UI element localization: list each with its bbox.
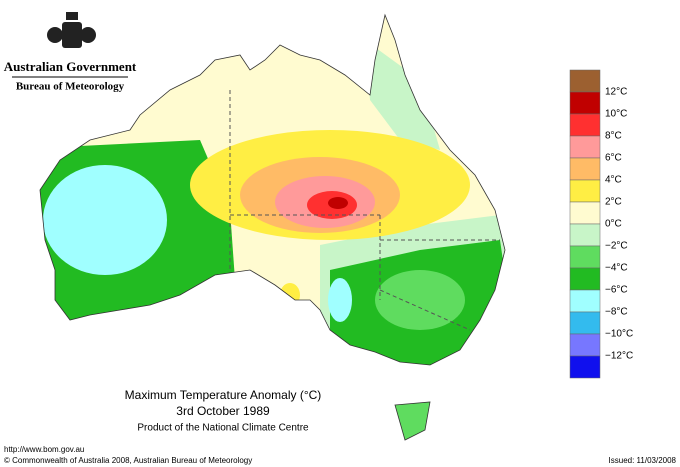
anomaly-map (40, 15, 505, 365)
legend-label: 10°C (605, 109, 627, 120)
legend-swatch (569, 91, 601, 115)
legend-label: −12°C (605, 351, 633, 362)
legend-label: 6°C (605, 153, 622, 164)
legend-swatch (569, 157, 601, 181)
crest (47, 12, 96, 48)
legend-swatch (569, 267, 601, 291)
legend-swatch (569, 201, 601, 225)
map-title: Maximum Temperature Anomaly (°C) (125, 388, 322, 402)
legend-label: −2°C (605, 241, 628, 252)
issued-date: Issued: 11/03/2008 (609, 456, 677, 465)
legend-label: −10°C (605, 329, 633, 340)
legend-label: −4°C (605, 263, 628, 274)
map-product: Product of the National Climate Centre (137, 423, 309, 434)
legend-label: −6°C (605, 285, 628, 296)
copyright: © Commonwealth of Australia 2008, Austra… (4, 456, 252, 465)
legend-swatch (569, 179, 601, 203)
legend: 12°C 10°C 8°C 6°C 4°C 2°C 0°C −2°C −4°C −6°C −8°C −… (569, 69, 633, 379)
legend-swatch (569, 113, 601, 137)
legend-label: −8°C (605, 307, 628, 318)
legend-swatch (569, 69, 601, 93)
legend-swatch (569, 311, 601, 335)
legend-swatch (569, 245, 601, 269)
url[interactable]: http://www.bom.gov.au (4, 445, 84, 454)
legend-swatch (569, 333, 601, 357)
tasmania (394, 401, 431, 441)
legend-swatch (569, 135, 601, 159)
legend-label: 4°C (605, 175, 622, 186)
legend-label: 2°C (605, 197, 622, 208)
legend-label: 0°C (605, 219, 622, 230)
legend-swatch (569, 289, 601, 313)
legend-swatch (569, 223, 601, 247)
government-name: Australian Government (4, 59, 137, 74)
legend-label: 8°C (605, 131, 622, 142)
agency-name: Bureau of Meteorology (16, 81, 125, 93)
map-date: 3rd October 1989 (176, 404, 270, 418)
legend-label: 12°C (605, 87, 627, 98)
legend-swatch (569, 355, 601, 379)
